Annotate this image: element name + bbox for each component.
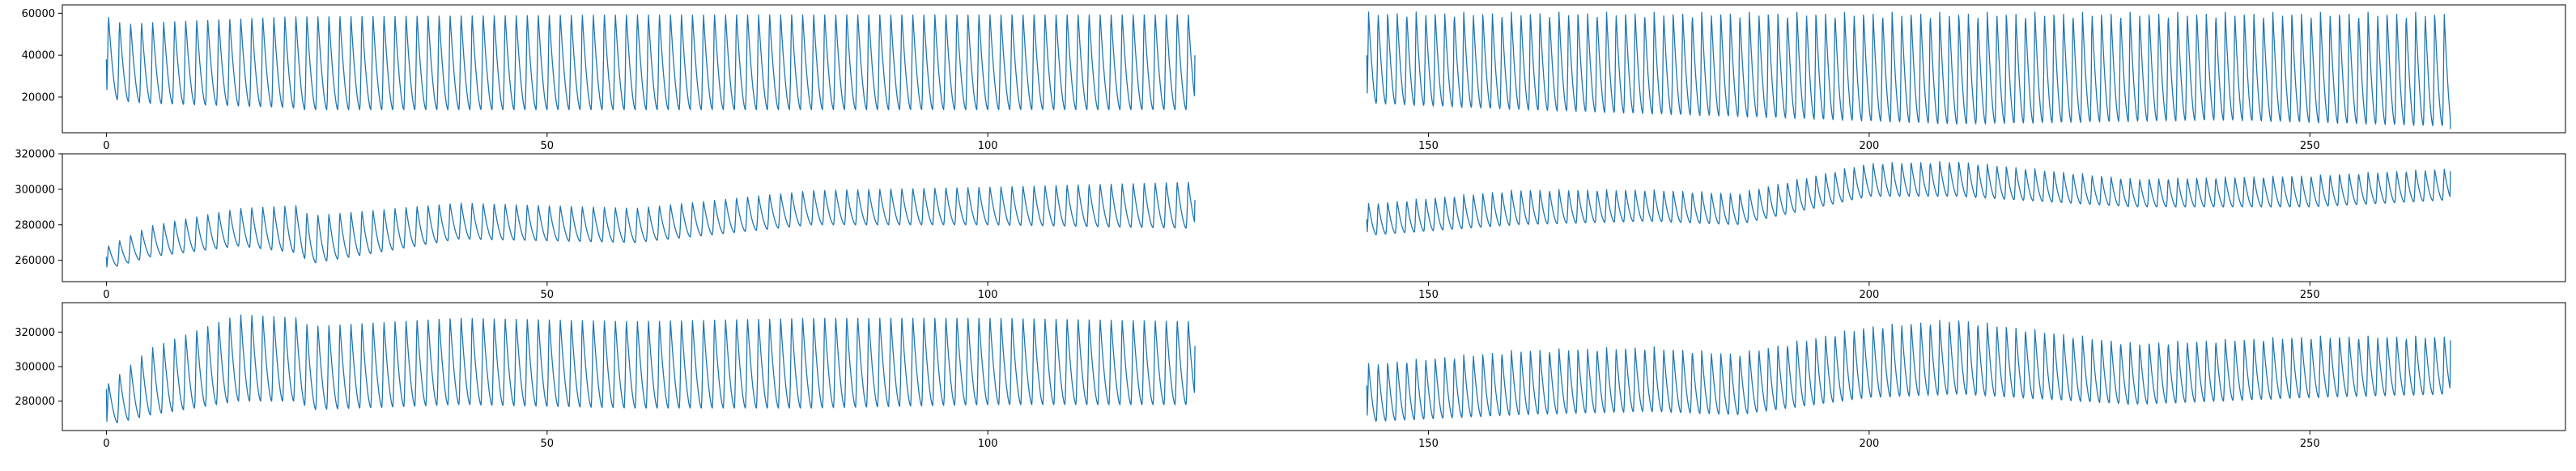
y-tick-label: 280000 [15,396,55,408]
y-tick-label: 320000 [15,327,55,339]
x-tick-label: 150 [1418,140,1439,152]
x-tick-label: 250 [2300,289,2320,301]
panel-2: 0 50 100 150 200 250 260000 280000 300000 320000 [15,149,2566,301]
x-tick-label: 200 [1859,438,1879,450]
x-tick-label: 0 [103,140,109,152]
x-tick-label: 150 [1418,289,1439,301]
x-tick-label: 250 [2300,140,2320,152]
x-tick-label: 250 [2300,438,2320,450]
series-line-3-1 [105,314,1196,424]
x-tick-label: 200 [1859,289,1879,301]
series-line-1-1 [105,14,1196,111]
series-line-1-2 [1366,11,2451,129]
y-tick-label: 60000 [22,8,55,20]
y-tick-label: 320000 [15,149,55,161]
x-tick-label: 200 [1859,140,1879,152]
x-tick-label: 100 [978,438,998,450]
x-tick-label: 150 [1418,438,1439,450]
y-tick-label: 300000 [15,184,55,196]
x-tick-label: 0 [103,289,109,301]
y-tick-label: 260000 [15,255,55,267]
y-tick-label: 40000 [22,50,55,62]
panel-3: 0 50 100 150 200 250 280000 300000 320000 [15,302,2566,450]
x-tick-label: 50 [541,438,555,450]
series-line-2-2 [1366,161,2451,236]
x-tick-label: 50 [541,140,555,152]
x-tick-label: 100 [978,289,998,301]
x-tick-label: 100 [978,140,998,152]
axes-frame [62,153,2566,282]
x-tick-label: 50 [541,289,555,301]
y-tick-label: 20000 [22,91,55,104]
x-tick-label: 0 [103,438,109,450]
axes-frame [62,4,2566,134]
series-line-3-2 [1366,320,2451,422]
y-tick-label: 300000 [15,362,55,374]
panel-1: 0 50 100 150 200 250 20000 40000 60000 [22,4,2566,152]
y-tick-label: 280000 [15,219,55,231]
series-line-2-1 [105,181,1196,268]
